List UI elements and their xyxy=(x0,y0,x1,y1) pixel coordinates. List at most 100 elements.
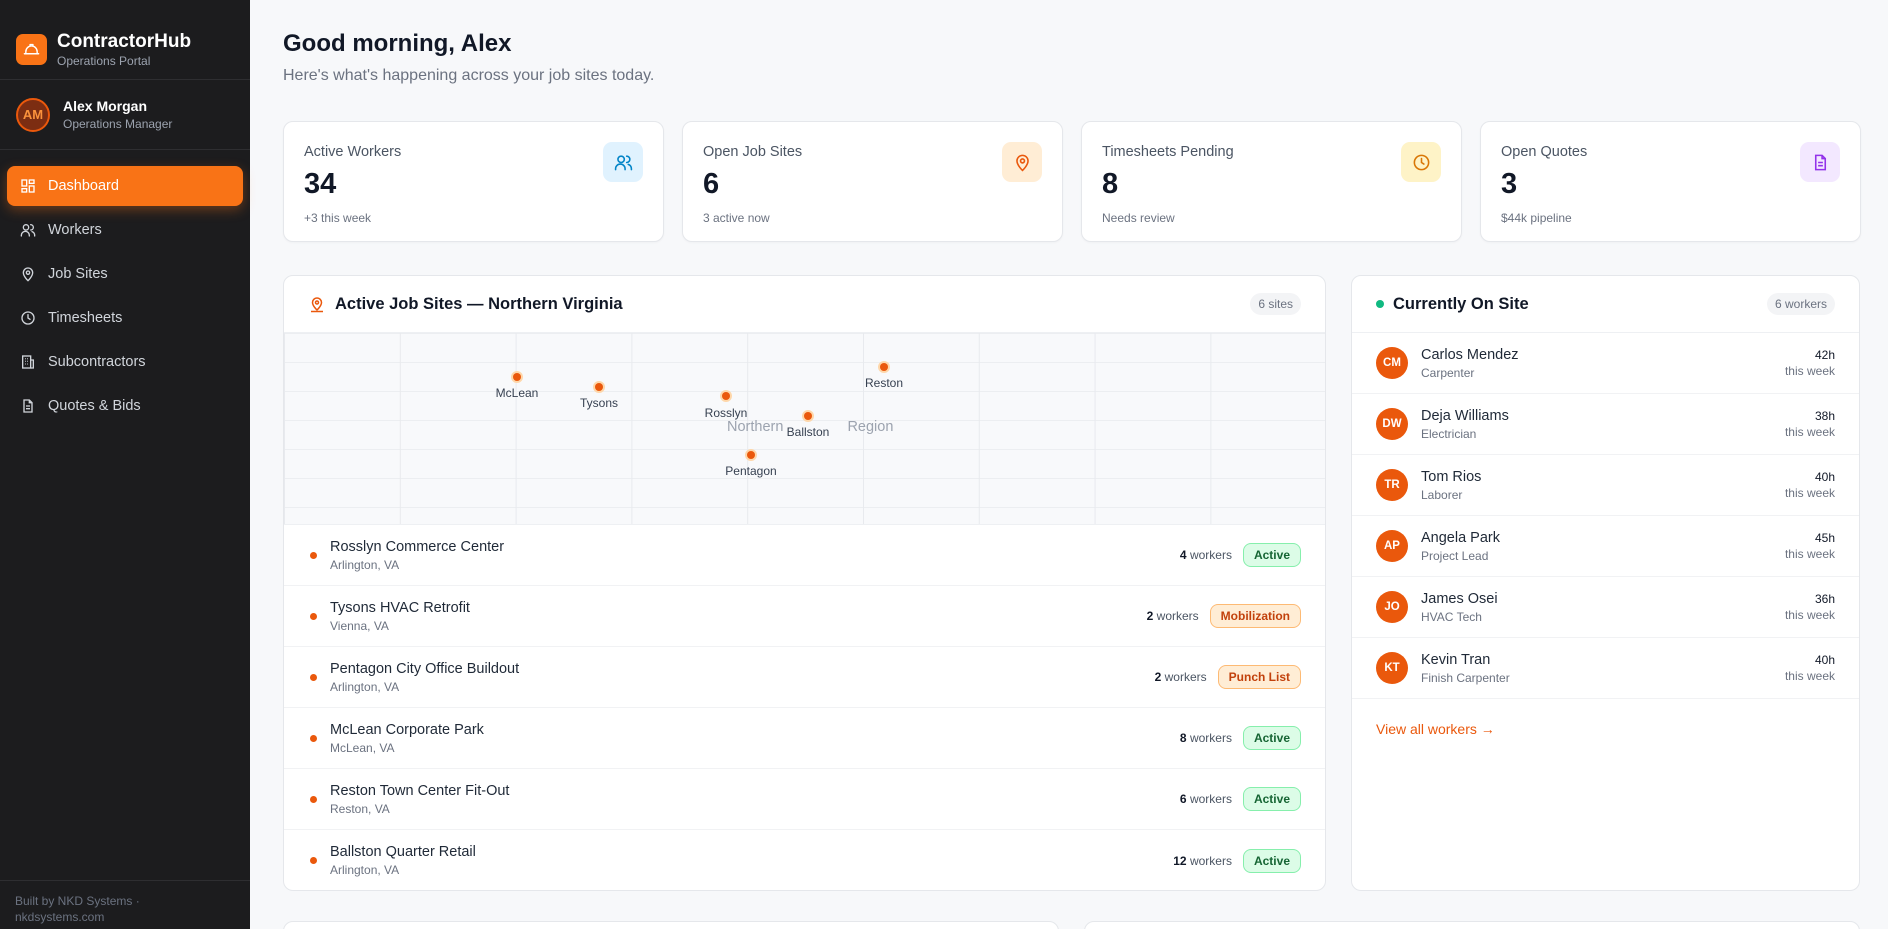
map-pin-label: Pentagon xyxy=(725,464,777,478)
site-location: Arlington, VA xyxy=(330,863,400,877)
footer-link[interactable]: nkdsystems.com xyxy=(15,910,105,925)
avatar: AM xyxy=(16,97,50,132)
list-item[interactable]: McLean Corporate Park McLean, VA 8 worke… xyxy=(284,708,1325,769)
worker-name: Kevin Tran xyxy=(1421,651,1491,668)
sidebar-item-job-sites[interactable]: Job Sites xyxy=(7,254,243,294)
map-pin-rosslyn[interactable] xyxy=(722,392,730,400)
map-pin-ballston[interactable] xyxy=(804,412,812,420)
on-site-panel: Currently On Site 6 workers CM Carlos Me… xyxy=(1351,275,1860,891)
list-item[interactable]: DW Deja Williams Electrician 38h this we… xyxy=(1352,394,1859,455)
sidebar-item-subcontractors[interactable]: Subcontractors xyxy=(7,342,243,382)
list-item[interactable]: Pentagon City Office Buildout Arlington,… xyxy=(284,647,1325,708)
status-dot xyxy=(310,612,317,620)
site-name: McLean Corporate Park xyxy=(330,721,484,738)
lower-panel-right xyxy=(1084,921,1860,929)
map-pin-mclean[interactable] xyxy=(513,373,521,381)
sidebar-item-workers[interactable]: Workers xyxy=(7,210,243,250)
worker-role: Project Lead xyxy=(1421,548,1489,563)
avatar: KT xyxy=(1376,652,1408,684)
status-badge: Mobilization xyxy=(1209,604,1301,628)
stat-note: $44k pipeline xyxy=(1501,211,1572,225)
site-worker-count: 4 workers xyxy=(1179,548,1232,562)
panel-title: Currently On Site xyxy=(1393,294,1529,313)
avatar: JO xyxy=(1376,591,1408,623)
site-location: Arlington, VA xyxy=(330,679,400,694)
job-site-map[interactable]: Northern Region McLean Tysons Reston Ros… xyxy=(284,333,1325,525)
sidebar-item-label: Workers xyxy=(48,222,102,238)
stat-label: Active Workers xyxy=(304,144,402,160)
site-worker-count: 2 workers xyxy=(1154,670,1207,684)
list-item[interactable]: JO James Osei HVAC Tech 36h this week xyxy=(1352,577,1859,638)
panel-title: Active Job Sites — Northern Virginia xyxy=(335,294,623,313)
user-profile[interactable]: AM Alex Morgan Operations Manager xyxy=(0,80,250,150)
user-name: Alex Morgan xyxy=(63,98,148,114)
users-icon xyxy=(20,224,36,237)
users-icon xyxy=(603,142,643,182)
status-badge: Punch List xyxy=(1217,665,1301,689)
sidebar-item-dashboard[interactable]: Dashboard xyxy=(7,166,243,206)
list-item[interactable]: TR Tom Rios Laborer 40h this week xyxy=(1352,455,1859,516)
status-badge: Active xyxy=(1242,787,1301,811)
worker-hours-period: this week xyxy=(1784,608,1835,622)
worker-hours: 45h xyxy=(1814,531,1835,545)
document-icon xyxy=(23,399,33,413)
worker-hours: 40h xyxy=(1814,470,1835,484)
stat-card-timesheets-pending[interactable]: Timesheets Pending 8 Needs review xyxy=(1081,121,1462,242)
worker-name: Carlos Mendez xyxy=(1421,346,1519,363)
list-item[interactable]: CM Carlos Mendez Carpenter 42h this week xyxy=(1352,333,1859,394)
worker-count-badge: 6 workers xyxy=(1766,293,1835,315)
avatar: TR xyxy=(1376,469,1408,501)
map-pin-label: Reston xyxy=(864,376,904,390)
list-item[interactable]: Ballston Quarter Retail Arlington, VA 12… xyxy=(284,830,1325,890)
sidebar-item-timesheets[interactable]: Timesheets xyxy=(7,298,243,338)
worker-hours: 40h xyxy=(1814,653,1835,667)
stat-value: 34 xyxy=(304,168,337,200)
status-badge: Active xyxy=(1242,726,1301,750)
stat-card-open-job-sites[interactable]: Open Job Sites 6 3 active now xyxy=(682,121,1063,242)
stat-label: Timesheets Pending xyxy=(1102,144,1234,160)
list-item[interactable]: KT Kevin Tran Finish Carpenter 40h this … xyxy=(1352,638,1859,699)
status-dot xyxy=(310,795,317,803)
stat-note: 3 active now xyxy=(703,211,770,225)
map-pin-label: McLean xyxy=(495,386,539,400)
stat-value: 8 xyxy=(1102,168,1119,200)
panel-header: Currently On Site 6 workers xyxy=(1352,276,1859,333)
site-worker-count: 12 workers xyxy=(1173,853,1232,868)
stat-card-active-workers[interactable]: Active Workers 34 +3 this week xyxy=(283,121,664,242)
status-badge: Active xyxy=(1242,848,1301,873)
stat-value: 3 xyxy=(1501,168,1518,200)
on-site-worker-list: CM Carlos Mendez Carpenter 42h this week… xyxy=(1352,333,1859,699)
footer-credit: Built by NKD Systems · xyxy=(15,894,140,908)
site-location: Reston, VA xyxy=(330,801,390,816)
avatar: AP xyxy=(1376,530,1408,562)
dashboard-icon xyxy=(21,179,35,193)
map-pin-tysons[interactable] xyxy=(595,383,603,391)
brand[interactable]: ContractorHub Operations Portal xyxy=(0,0,250,80)
view-all-workers-link[interactable]: View all workers → xyxy=(1376,721,1495,737)
sidebar-footer: Built by NKD Systems · nkdsystems.com xyxy=(0,880,250,929)
stat-note: Needs review xyxy=(1102,211,1175,225)
main-content: Good morning, Alex Here's what's happeni… xyxy=(250,0,1888,929)
list-item[interactable]: Tysons HVAC Retrofit Vienna, VA 2 worker… xyxy=(284,586,1325,647)
worker-hours: 38h xyxy=(1814,409,1835,423)
sidebar-item-quotes[interactable]: Quotes & Bids xyxy=(7,386,243,426)
site-location: Arlington, VA xyxy=(330,557,400,572)
brand-subtitle: Operations Portal xyxy=(57,53,151,68)
stat-cards: Active Workers 34 +3 this week Open Job … xyxy=(283,121,1861,242)
stat-card-open-quotes[interactable]: Open Quotes 3 $44k pipeline xyxy=(1480,121,1861,242)
avatar: CM xyxy=(1376,347,1408,379)
list-item[interactable]: AP Angela Park Project Lead 45h this wee… xyxy=(1352,516,1859,577)
map-pin-pentagon[interactable] xyxy=(747,451,755,459)
site-name: Tysons HVAC Retrofit xyxy=(330,599,470,616)
job-sites-panel: Active Job Sites — Northern Virginia 6 s… xyxy=(283,275,1326,891)
building-icon xyxy=(21,355,34,369)
list-item[interactable]: Reston Town Center Fit-Out Reston, VA 6 … xyxy=(284,769,1325,830)
brand-name: ContractorHub xyxy=(57,30,192,52)
worker-hours-period: this week xyxy=(1784,425,1835,439)
list-item[interactable]: Rosslyn Commerce Center Arlington, VA 4 … xyxy=(284,525,1325,586)
site-location: McLean, VA xyxy=(330,740,395,755)
map-pin-reston[interactable] xyxy=(880,363,888,371)
worker-name: Tom Rios xyxy=(1421,468,1482,485)
sidebar-item-label: Subcontractors xyxy=(48,354,146,370)
stat-label: Open Quotes xyxy=(1501,144,1588,160)
